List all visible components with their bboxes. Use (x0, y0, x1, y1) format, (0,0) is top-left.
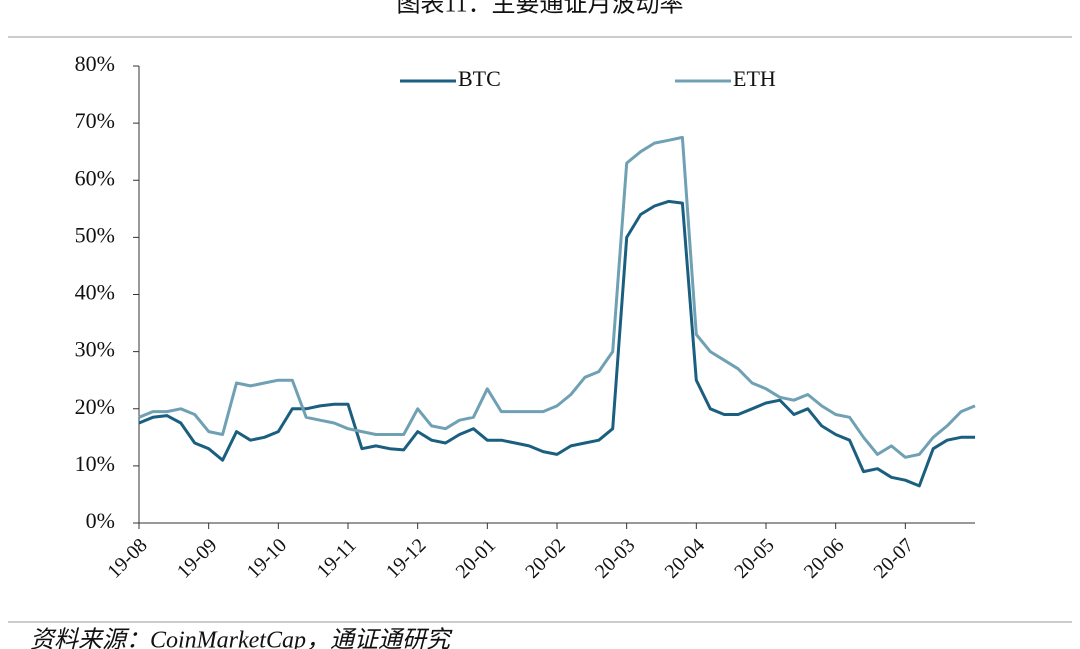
y-tick-label: 40% (75, 280, 115, 305)
x-tick-label: 19-12 (382, 534, 431, 583)
y-tick-label: 80% (75, 51, 115, 76)
x-tick-label: 20-06 (800, 534, 849, 583)
source-note: 资料来源：CoinMarketCap，通证通研究 (30, 627, 453, 649)
chart-title: 图表11：主要通证月波动率 (396, 0, 683, 18)
series-line (138, 199, 975, 488)
x-tick-label: 20-01 (452, 534, 501, 583)
y-tick-label: 0% (86, 508, 115, 533)
legend-label: BTC (458, 66, 501, 91)
legend-label: ETH (733, 66, 776, 91)
y-tick-label: 20% (75, 394, 115, 419)
x-tick-label: 19-08 (103, 534, 152, 583)
y-tick-label: 10% (75, 451, 115, 476)
y-tick-label: 30% (75, 337, 115, 362)
x-tick-label: 19-11 (313, 534, 361, 582)
x-tick-label: 20-03 (591, 534, 640, 583)
x-tick-label: 20-07 (870, 534, 919, 583)
x-tick-label: 19-10 (243, 534, 292, 583)
x-tick-label: 20-02 (521, 534, 570, 583)
series-line (138, 135, 976, 459)
y-tick-label: 50% (75, 222, 115, 247)
y-tick-label: 60% (75, 165, 115, 190)
x-tick-label: 19-09 (173, 534, 222, 583)
y-tick-label: 70% (75, 108, 115, 133)
x-tick-label: 20-05 (730, 534, 779, 583)
x-tick-label: 20-04 (661, 534, 710, 583)
